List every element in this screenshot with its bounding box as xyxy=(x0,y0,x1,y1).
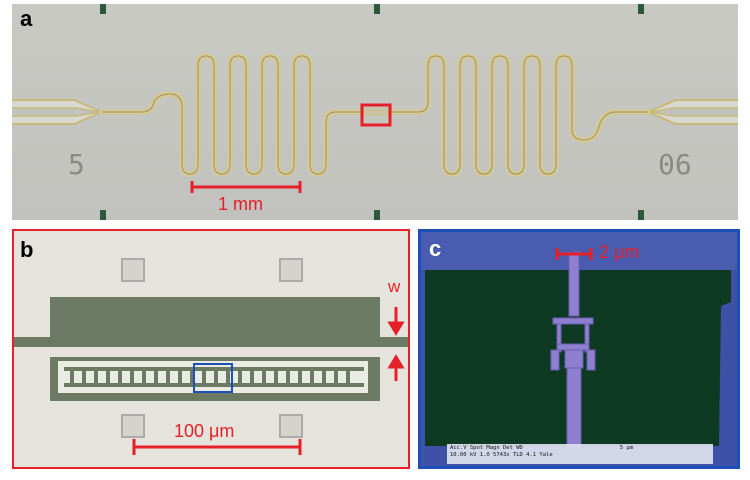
junction-structure xyxy=(550,251,596,447)
panel-label-a: a xyxy=(20,6,33,31)
scale-bar-a xyxy=(190,181,302,193)
panel-label-b: b xyxy=(20,237,34,262)
highlight-box-blue xyxy=(193,363,233,393)
junction-sem-drawing xyxy=(421,232,737,447)
capacitor-fingers xyxy=(64,367,364,387)
alignment-marks xyxy=(100,4,644,220)
sem-info-bar: Acc.V Spot Magn Det WD 10.00 kV 1.0 5743… xyxy=(447,444,713,464)
sem-info-header: Acc.V Spot Magn Det WD xyxy=(450,445,523,451)
width-arrows xyxy=(387,307,405,381)
sem-info-values: 10.00 kV 1.0 5743x TLD 4.1 Yale xyxy=(450,452,553,458)
sem-scale-label: 5 μm xyxy=(619,445,633,451)
highlight-box-red xyxy=(360,103,392,127)
scale-bar-c xyxy=(555,248,593,260)
panel-b-capacitor-image: b w 100 μm xyxy=(12,229,410,469)
interdigital-capacitor-drawing xyxy=(14,258,408,455)
right-meander xyxy=(387,53,651,177)
chip-marking-right: 06 xyxy=(658,148,692,181)
width-label: w xyxy=(388,277,401,296)
chip-marking-left: 5 xyxy=(68,148,85,181)
panel-a-chip-image: a 5 06 1 mm xyxy=(12,4,738,220)
resonator-chip-drawing xyxy=(12,4,738,220)
scale-label-a: 1 mm xyxy=(218,194,263,214)
scale-bar-b xyxy=(132,439,302,455)
panel-c-sem-image: c 2 μm Acc.V Spot Magn Det WD 10.00 kV 1… xyxy=(418,229,740,469)
panel-label-c: c xyxy=(429,236,442,261)
left-meander xyxy=(99,53,365,177)
scale-label-c: 2 μm xyxy=(599,242,640,262)
scale-label-b: 100 μm xyxy=(174,421,235,441)
